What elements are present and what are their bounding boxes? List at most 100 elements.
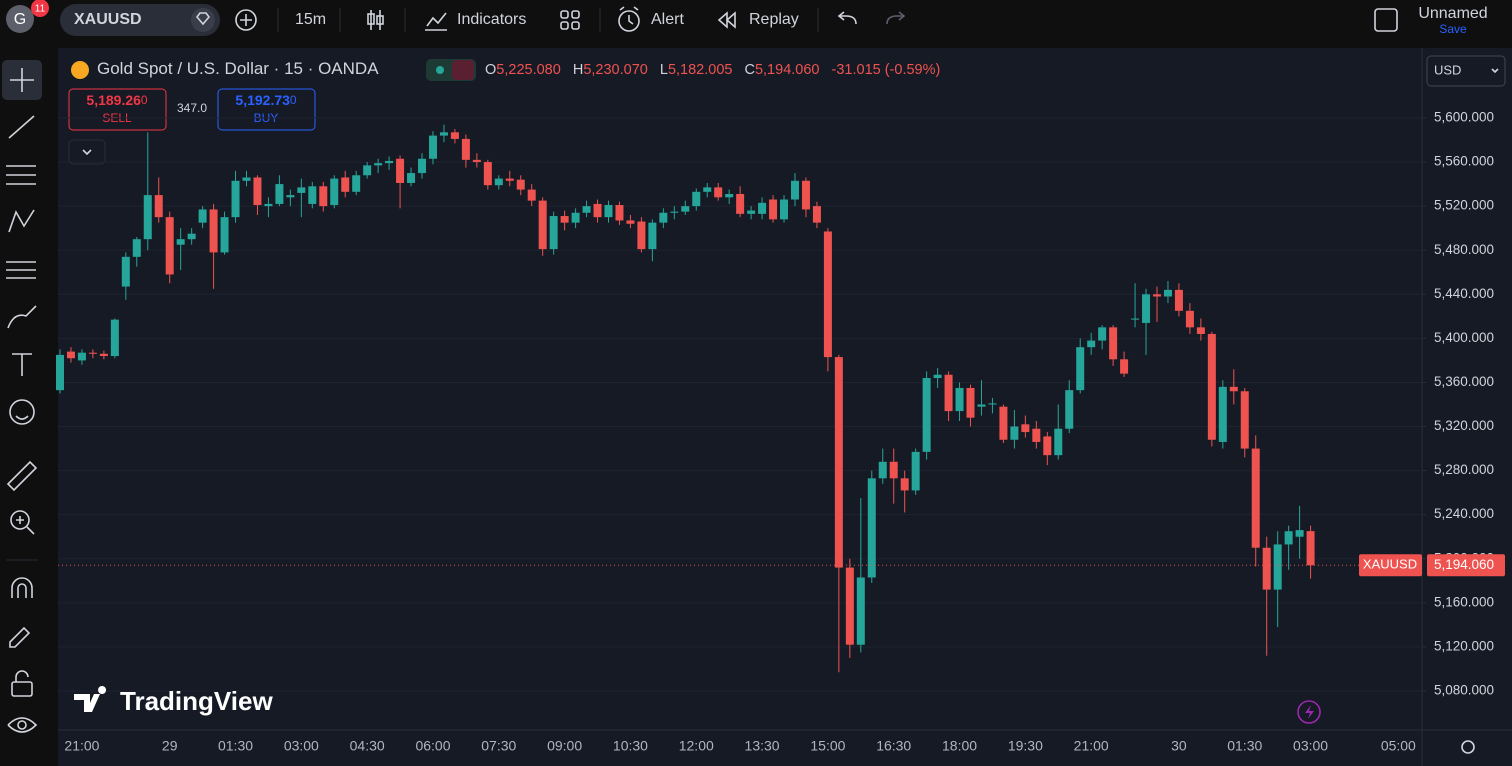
- candle-body: [132, 239, 141, 257]
- icon-tool-smile: [15, 415, 29, 420]
- lock-drawings-tool[interactable]: [9, 626, 31, 648]
- alert-button[interactable]: Alert: [651, 11, 684, 28]
- candle-body: [812, 206, 821, 223]
- left-toolbar: [2, 60, 42, 733]
- text-tool[interactable]: [12, 353, 32, 376]
- layout-icon: [571, 10, 580, 19]
- candle-body: [428, 135, 437, 159]
- legend-collapse[interactable]: [68, 139, 106, 165]
- x-tick-label: 03:00: [284, 738, 319, 754]
- chart-type-icon-body: [376, 15, 384, 25]
- buy-button[interactable]: [217, 88, 316, 131]
- zoom-tool[interactable]: [10, 510, 30, 530]
- chart-panel: [58, 48, 1512, 766]
- candle-body: [703, 187, 712, 192]
- candle-body: [856, 577, 865, 645]
- symbol-icon[interactable]: [191, 8, 215, 32]
- candle-body: [56, 354, 64, 391]
- candle-body: [889, 461, 898, 479]
- buy-price: 5,192.730: [235, 92, 297, 108]
- ohlc-value: 5,194.060: [755, 62, 820, 78]
- undo[interactable]: [837, 11, 857, 25]
- badge-count: 11: [35, 4, 46, 15]
- ohlc-key: H: [573, 62, 583, 78]
- sell-price-pip: 0: [141, 93, 148, 107]
- candle-body: [253, 177, 262, 206]
- symbol: XAUUSD: [74, 11, 142, 28]
- prediction-tool[interactable]: [6, 261, 36, 279]
- y-tick-label: 5,160.000: [1434, 594, 1494, 609]
- y-tick-label: 5,320.000: [1434, 418, 1494, 433]
- alert-icon-hands: [619, 6, 639, 25]
- indicators-button[interactable]: Indicators: [457, 11, 526, 28]
- candle-body: [527, 189, 536, 201]
- chart-title: Gold Spot / U.S. Dollar · 15 · OANDA: [97, 59, 379, 78]
- x-tick-label: 13:30: [745, 738, 780, 754]
- lock-tool[interactable]: [11, 681, 33, 697]
- candle-body: [769, 199, 778, 220]
- y-tick-label: 5,080.000: [1434, 683, 1494, 698]
- icon-tool[interactable]: [9, 399, 35, 425]
- magnet-tool[interactable]: [11, 577, 33, 598]
- change: -31.015 (-0.59%): [832, 62, 941, 78]
- y-tick-label: 5,360.000: [1434, 374, 1494, 389]
- candle-body: [450, 132, 459, 139]
- layout-toggle[interactable]: [1374, 8, 1398, 32]
- candle-body: [593, 203, 602, 218]
- candle-body: [1174, 289, 1183, 311]
- replay-button[interactable]: Replay: [749, 11, 799, 28]
- candle-body: [472, 159, 481, 163]
- sell-price-main: 5,189.26: [86, 92, 141, 108]
- candle-body: [1185, 310, 1194, 328]
- candle-body: [549, 216, 558, 250]
- events-button[interactable]: [1297, 700, 1321, 724]
- alert-icon: [618, 10, 640, 32]
- candle-body: [1295, 530, 1304, 537]
- candle-body: [1021, 424, 1030, 433]
- fib-tool[interactable]: [6, 165, 36, 185]
- candle-body: [396, 158, 405, 183]
- symbol-search[interactable]: [60, 4, 220, 36]
- currency-selector[interactable]: [1426, 55, 1506, 87]
- candle-body: [538, 200, 547, 250]
- candle-body: [1131, 318, 1140, 320]
- save-button[interactable]: Save: [1439, 22, 1467, 36]
- ohlc-key: C: [744, 62, 754, 78]
- x-tick-label: 18:00: [942, 738, 977, 754]
- candle-body: [77, 352, 86, 361]
- trend-line-tool[interactable]: [8, 115, 35, 139]
- indicators-icon: [425, 12, 447, 31]
- ruler-tool[interactable]: [6, 460, 38, 492]
- candle-body: [801, 180, 810, 210]
- layout-icon[interactable]: [560, 10, 569, 19]
- avatar[interactable]: [6, 5, 34, 33]
- y-tick-label: 5,600.000: [1434, 110, 1494, 125]
- pattern-tool[interactable]: [8, 209, 35, 233]
- candle-body: [780, 199, 789, 220]
- candle-body: [604, 205, 613, 218]
- sell-button[interactable]: [68, 88, 167, 131]
- interval[interactable]: 15m: [295, 11, 326, 28]
- candle-body: [1010, 426, 1019, 440]
- redo[interactable]: [886, 11, 906, 25]
- zoom-tool-glass: [16, 516, 35, 535]
- data-delay-badge: [452, 60, 474, 80]
- ohlc-value: 5,230.070: [583, 62, 648, 78]
- candle-body: [1240, 391, 1249, 449]
- candle-body: [758, 202, 767, 214]
- crosshair-tool[interactable]: [10, 68, 34, 92]
- settings-button[interactable]: [1461, 740, 1475, 754]
- candle-body: [1306, 531, 1315, 566]
- add-symbol[interactable]: [235, 9, 257, 31]
- hide-tool[interactable]: [7, 717, 38, 733]
- candle-body: [66, 351, 75, 359]
- top-bar: G 11 XAUUSD 15m Indicators Alert Replay …: [6, 0, 1488, 36]
- candle-body: [867, 478, 876, 578]
- candle-body: [1076, 347, 1085, 391]
- chevron: [1491, 68, 1499, 74]
- layout-name[interactable]: Unnamed: [1418, 5, 1487, 22]
- brush-tool[interactable]: [7, 305, 37, 329]
- x-tick-label: 21:00: [1074, 738, 1109, 754]
- lock-tool-shackle: [15, 670, 29, 682]
